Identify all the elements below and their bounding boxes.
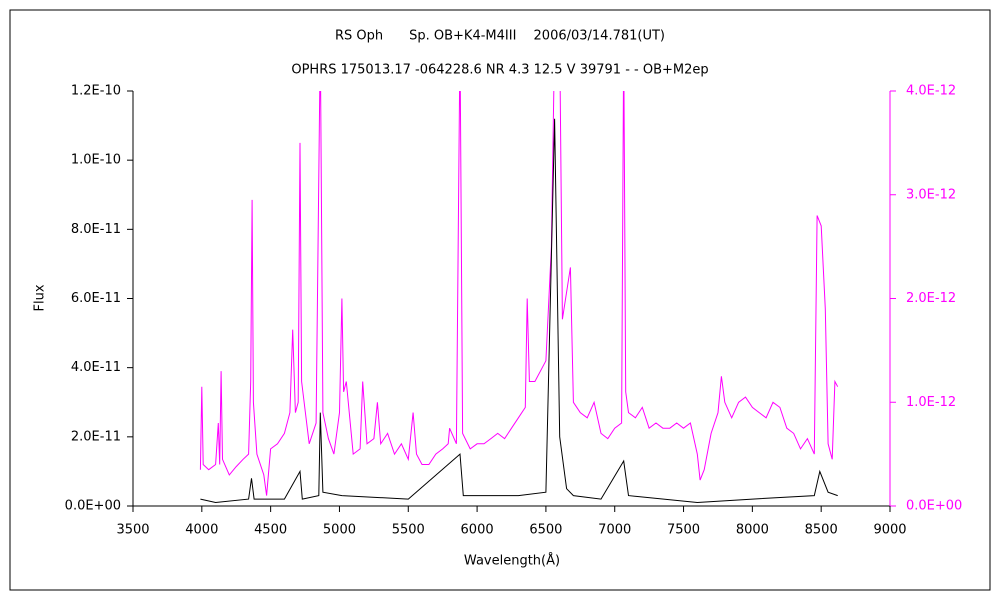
x-tick-label: 5500 bbox=[392, 523, 425, 538]
y-tick-label: 0.0E+00 bbox=[65, 499, 121, 514]
x-tick-label: 5000 bbox=[323, 523, 356, 538]
y2-tick-label: 2.0E-12 bbox=[906, 291, 956, 306]
x-tick-label: 6000 bbox=[461, 523, 494, 538]
x-tick-label: 7000 bbox=[598, 523, 631, 538]
x-axis-label: Wavelength(Å) bbox=[464, 553, 560, 569]
x-tick-label: 3500 bbox=[116, 523, 149, 538]
plot-area bbox=[133, 91, 890, 506]
chart-subtitle: OPHRS 175013.17 -064228.6 NR 4.3 12.5 V … bbox=[291, 63, 708, 78]
y2-tick-label: 3.0E-12 bbox=[906, 187, 956, 202]
y-tick-label: 1.0E-10 bbox=[71, 153, 121, 168]
x-tick-label: 8000 bbox=[736, 523, 769, 538]
x-tick-label: 7500 bbox=[667, 523, 700, 538]
x-tick-label: 4500 bbox=[254, 523, 287, 538]
x-tick-label: 8500 bbox=[805, 523, 838, 538]
x-tick-label: 9000 bbox=[873, 523, 906, 538]
x-tick-label: 6500 bbox=[529, 523, 562, 538]
chart-title: RS Oph Sp. OB+K4-M4III 2006/03/14.781(UT… bbox=[335, 29, 665, 44]
y2-tick-label: 1.0E-12 bbox=[906, 395, 956, 410]
y-tick-label: 2.0E-11 bbox=[71, 429, 121, 444]
y2-tick-label: 0.0E+00 bbox=[906, 499, 962, 514]
series-line bbox=[199, 91, 839, 496]
plot-series bbox=[199, 91, 839, 504]
y-tick-label: 6.0E-11 bbox=[71, 291, 121, 306]
y2-tick-label: 4.0E-12 bbox=[906, 84, 956, 99]
y-axis-label: Flux bbox=[33, 284, 48, 311]
y-tick-label: 1.2E-10 bbox=[71, 84, 121, 99]
series-line bbox=[200, 118, 838, 504]
y-tick-label: 4.0E-11 bbox=[71, 360, 121, 375]
x-tick-label: 4000 bbox=[185, 523, 218, 538]
y-tick-label: 8.0E-11 bbox=[71, 222, 121, 237]
